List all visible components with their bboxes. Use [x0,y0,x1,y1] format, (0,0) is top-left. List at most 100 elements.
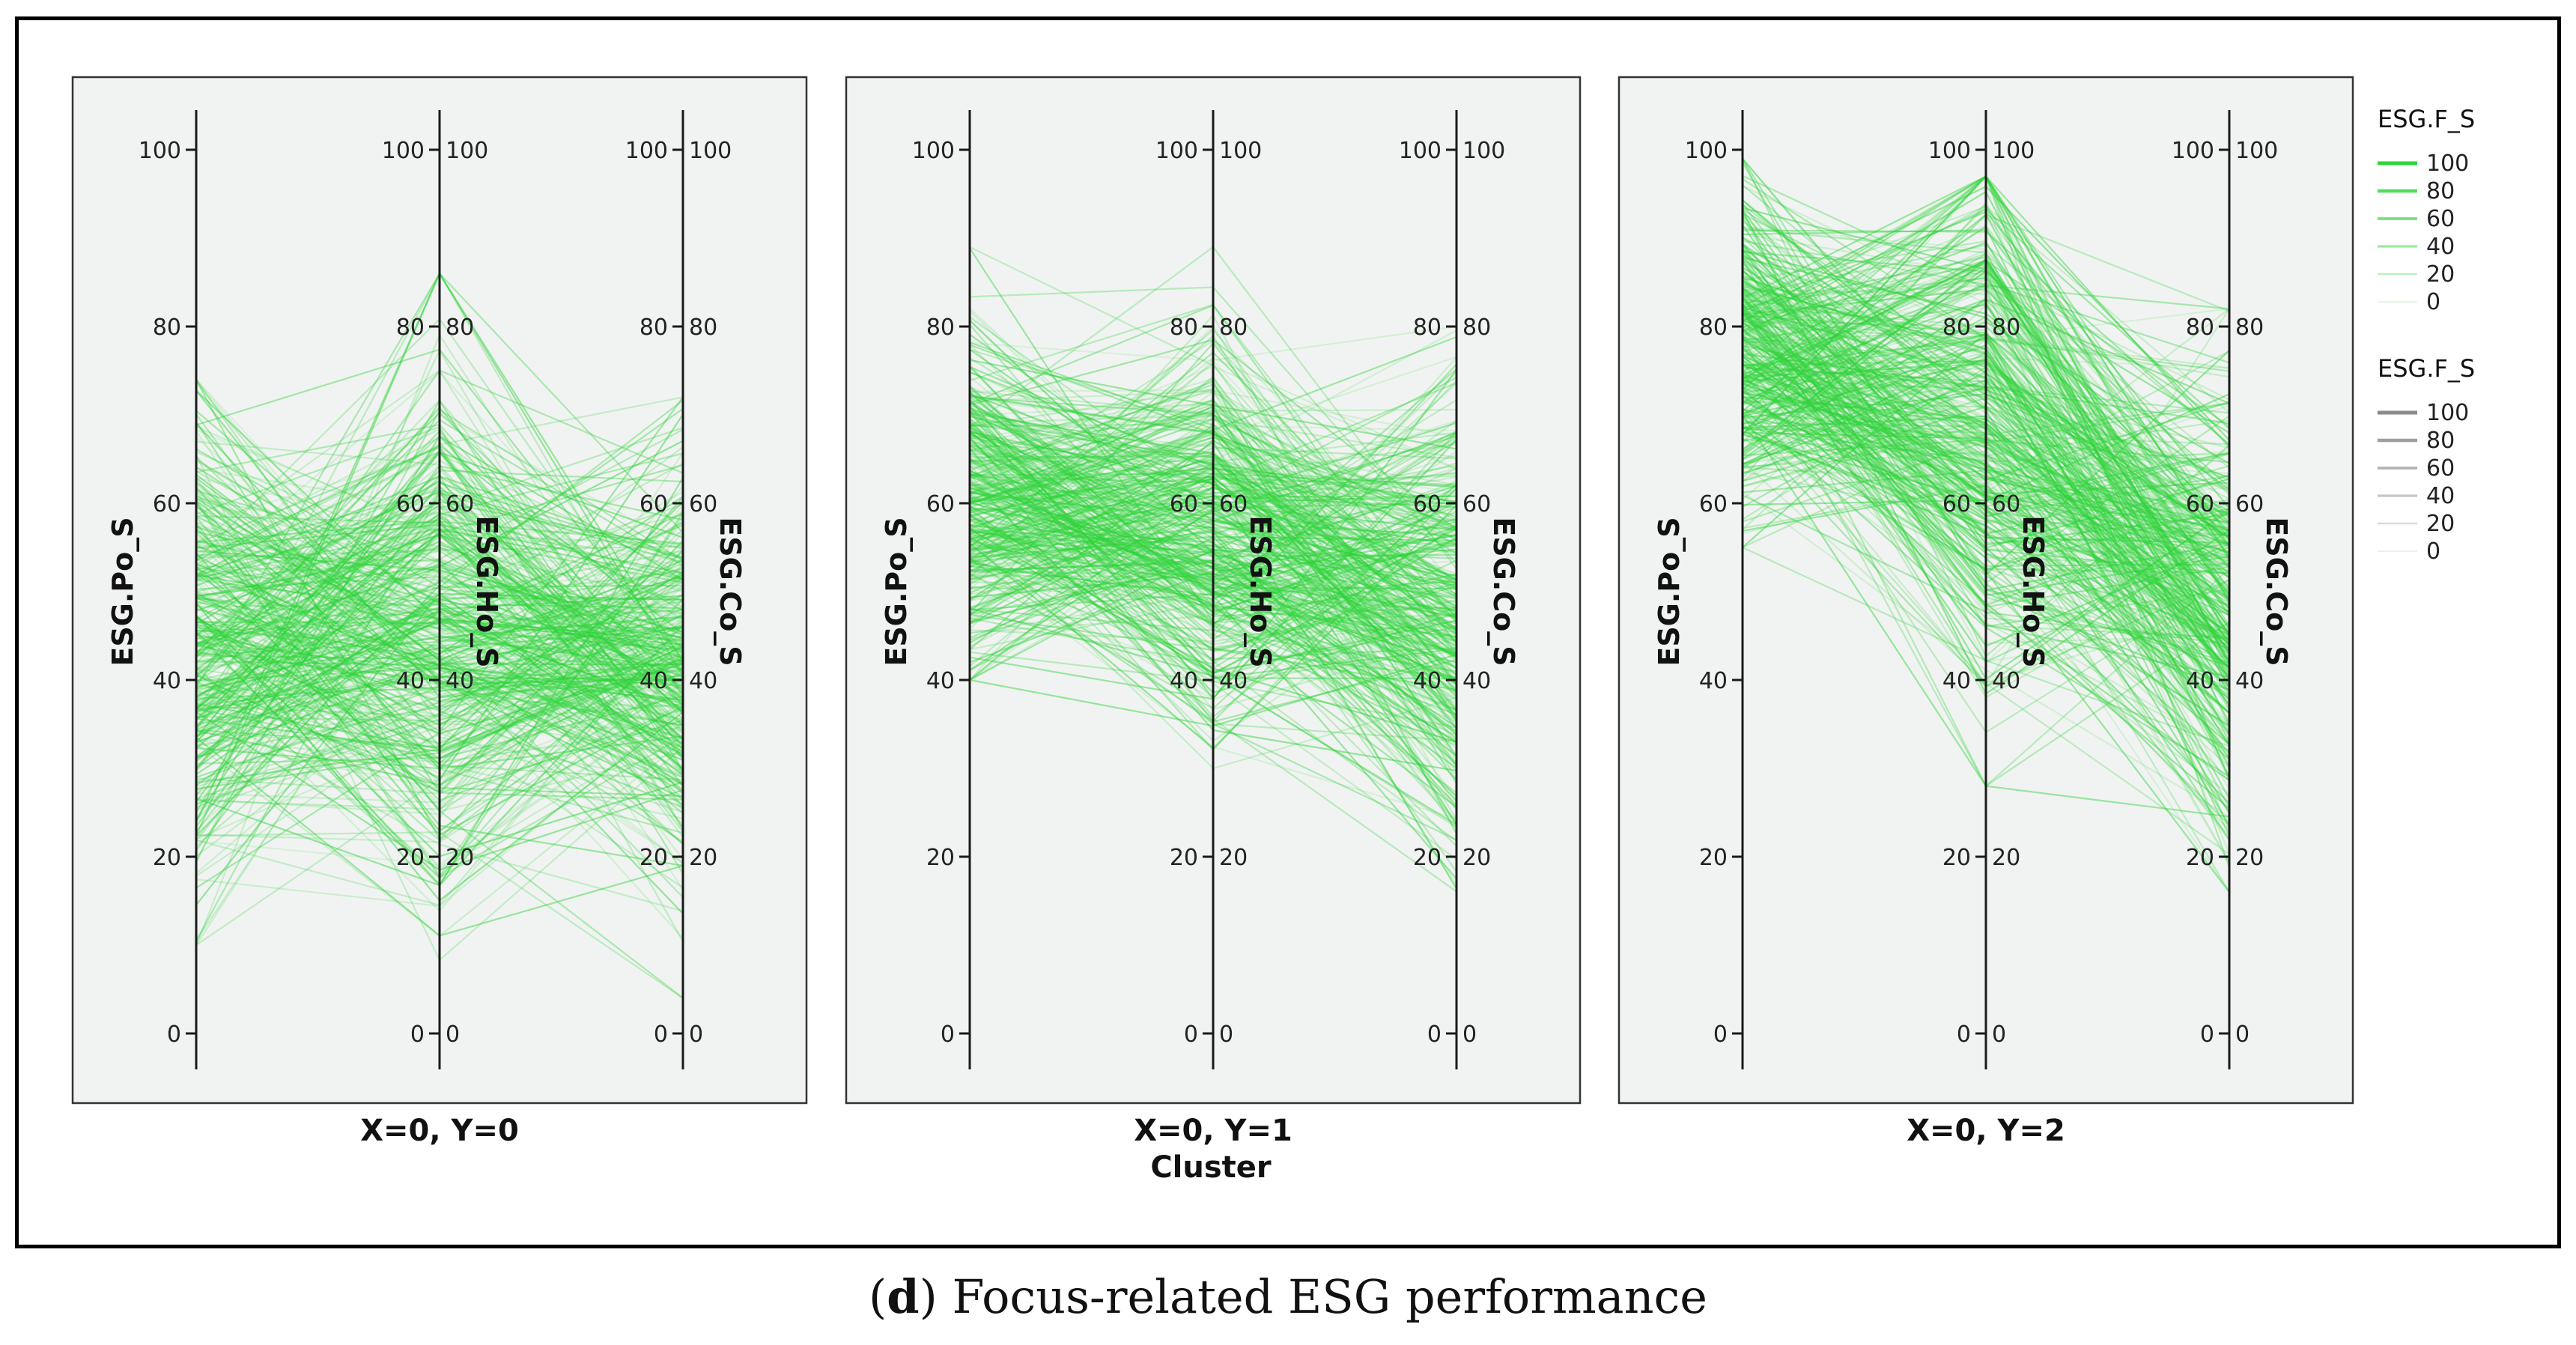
figure-frame [15,16,2561,1248]
tick-label: 0 [446,1021,460,1048]
axis-title: ESG.Ho_S [1244,515,1277,667]
tick-label: 20 [1992,845,2020,871]
tick-label: 40 [2186,668,2214,694]
tick-label: 0 [167,1021,181,1048]
tick-label: 0 [941,1021,955,1048]
tick-label: 100 [625,138,668,164]
tick-label: 80 [1462,315,1491,341]
tick-label: 20 [926,845,955,871]
tick-label: 100 [2172,138,2214,164]
tick-label: 100 [1219,138,1262,164]
tick-label: 40 [689,668,717,694]
tick-label: 60 [1462,491,1491,517]
tick-label: 60 [689,491,717,517]
tick-label: 60 [1219,491,1248,517]
tick-label: 80 [396,315,425,341]
tick-label: 100 [1462,138,1505,164]
tick-label: 20 [640,845,668,871]
axis-ESG.Co_S: 0 0 20 20 40 40 60 60 80 80 100 100 ESG.Co_S [1399,110,1520,1069]
tick-label: 0 [689,1021,703,1048]
tick-label: 0 [1713,1021,1728,1048]
tick-label: 0 [1219,1021,1233,1048]
legend-label: 40 [2426,234,2455,260]
tick-label: 40 [396,668,425,694]
tick-label: 40 [153,668,181,694]
tick-label: 80 [1699,315,1728,341]
tick-label: 60 [1992,491,2020,517]
tick-label: 60 [1699,491,1728,517]
tick-label: 60 [1942,491,1971,517]
tick-label: 60 [2235,491,2264,517]
axis-ESG.Ho_S: 0 0 20 20 40 40 60 60 80 80 100 100 ESG.Ho_S [382,110,503,1069]
tick-label: 80 [446,315,474,341]
tick-label: 40 [1699,668,1728,694]
tick-label: 0 [654,1021,668,1048]
legend-label: 80 [2426,428,2455,454]
tick-label: 20 [1462,845,1491,871]
tick-label: 40 [1170,668,1198,694]
tick-label: 0 [1957,1021,1971,1048]
tick-label: 80 [926,315,955,341]
caption-letter: d [887,1269,920,1324]
tick-label: 0 [410,1021,425,1048]
tick-label: 40 [926,668,955,694]
axis-title: ESG.Ho_S [2017,515,2050,667]
tick-label: 80 [1942,315,1971,341]
legend-label: 100 [2426,400,2469,426]
axis-ESG.Co_S: 0 0 20 20 40 40 60 60 80 80 100 100 ESG.Co_S [2172,110,2293,1069]
tick-label: 20 [153,845,181,871]
tick-label: 60 [446,491,474,517]
tick-label: 80 [1170,315,1198,341]
tick-label: 80 [640,315,668,341]
tick-label: 0 [2200,1021,2214,1048]
tick-label: 80 [2235,315,2264,341]
tick-label: 80 [153,315,181,341]
tick-label: 100 [689,138,732,164]
tick-label: 60 [1413,491,1442,517]
caption-open-paren: ( [869,1269,887,1324]
tick-label: 40 [640,668,668,694]
legend-label: 100 [2426,151,2469,177]
tick-label: 0 [2235,1021,2250,1048]
axis-title: ESG.Co_S [1487,517,1520,666]
tick-label: 80 [1992,315,2020,341]
tick-label: 20 [1699,845,1728,871]
tick-label: 0 [1462,1021,1477,1048]
axis-ESG.Po_S: 0 20 40 60 80 100 ESG.Po_S [106,110,198,1069]
tick-label: 20 [1170,845,1198,871]
tick-label: 60 [1170,491,1198,517]
axis-ESG.Ho_S: 0 0 20 20 40 40 60 60 80 80 100 100 ESG.Ho_S [1928,110,2050,1069]
tick-label: 100 [1399,138,1442,164]
tick-label: 100 [2235,138,2278,164]
tick-label: 20 [1219,845,1248,871]
tick-label: 20 [446,845,474,871]
tick-label: 40 [1219,668,1248,694]
tick-label: 60 [640,491,668,517]
tick-label: 40 [1992,668,2020,694]
tick-label: 60 [2186,491,2214,517]
tick-label: 20 [2186,845,2214,871]
tick-label: 100 [1685,138,1728,164]
tick-label: 80 [1219,315,1248,341]
panel-label: X=0, Y=2 [1907,1114,2065,1148]
panel-label: X=0, Y=1 [1134,1114,1292,1148]
tick-label: 40 [2235,668,2264,694]
tick-label: 0 [1992,1021,2006,1048]
tick-label: 80 [689,315,717,341]
tick-label: 20 [1413,845,1442,871]
tick-label: 40 [446,668,474,694]
legend-label: 0 [2426,289,2440,315]
tick-label: 100 [912,138,955,164]
x-axis-title: Cluster [1150,1150,1272,1185]
tick-label: 20 [396,845,425,871]
legend-label: 60 [2426,455,2455,482]
tick-label: 100 [1992,138,2035,164]
legend-label: 40 [2426,483,2455,509]
tick-label: 0 [1184,1021,1198,1048]
